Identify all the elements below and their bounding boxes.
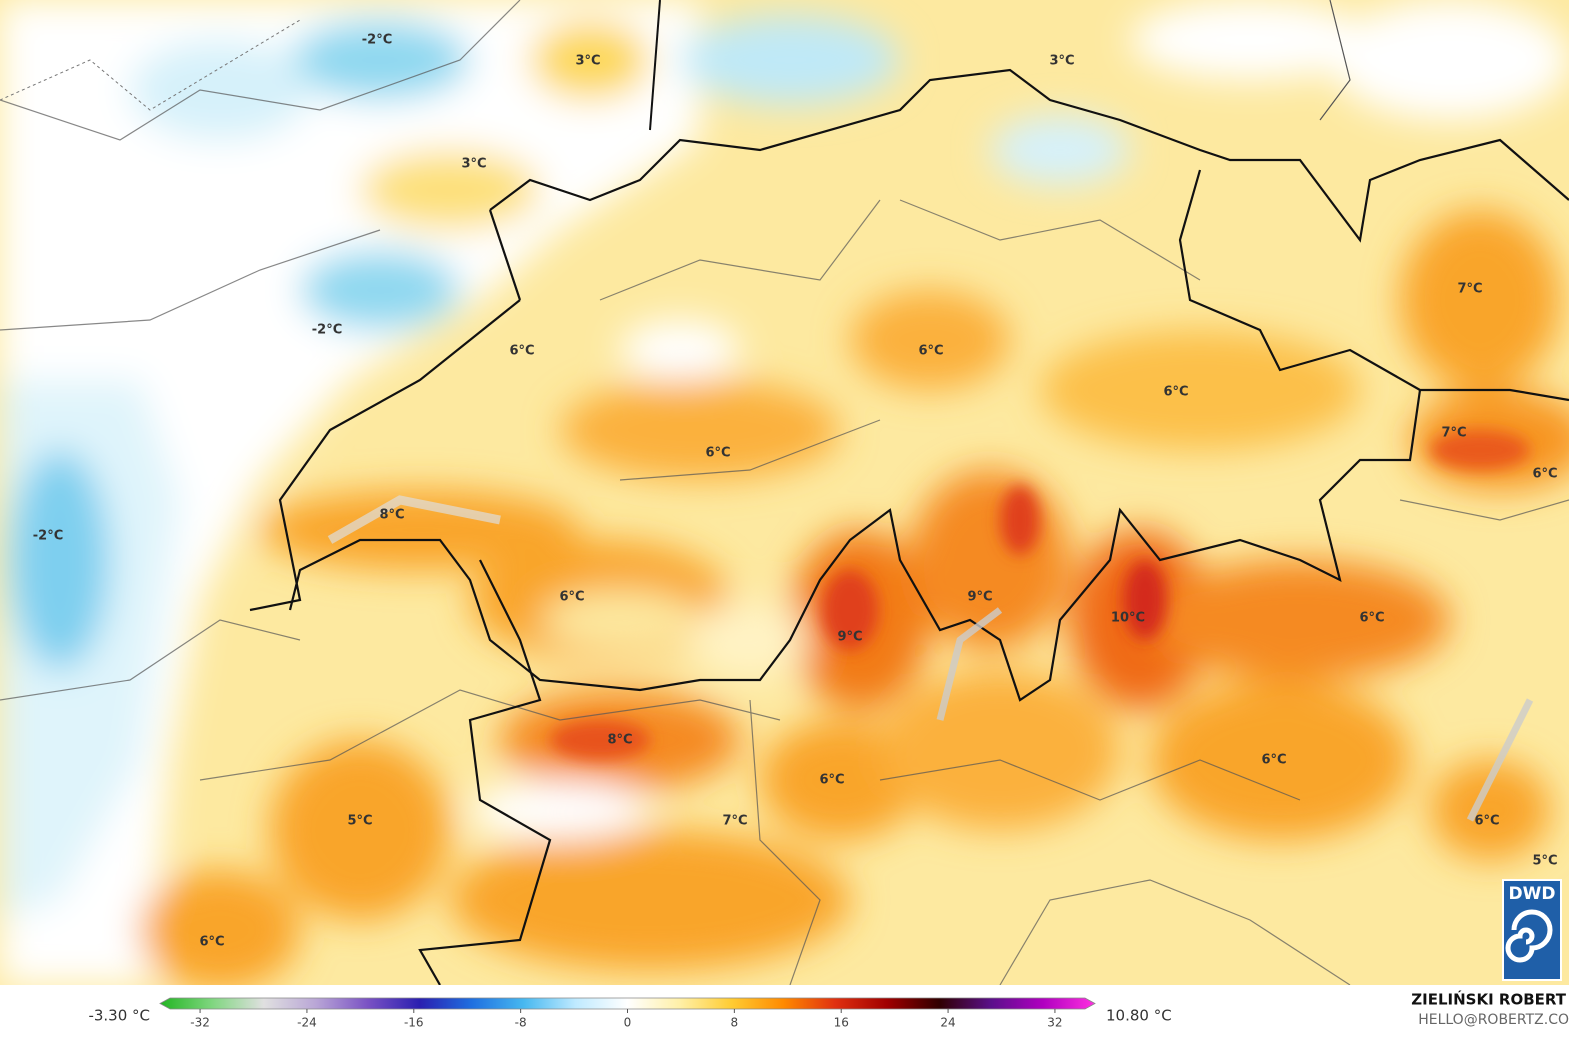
colorbar-tick-label: 24 (940, 1016, 955, 1030)
temperature-label: 9°C (967, 590, 992, 605)
temperature-label: 5°C (347, 814, 372, 829)
colorbar-tick-label: 16 (834, 1016, 849, 1030)
logo-text: DWD (1509, 884, 1556, 904)
temperature-label: 10°C (1111, 611, 1145, 626)
temperature-label: 8°C (607, 733, 632, 748)
temperature-label: 6°C (1261, 753, 1286, 768)
colorbar-tick-label: -24 (297, 1016, 317, 1030)
temperature-label: 6°C (1474, 814, 1499, 829)
temperature-label: 5°C (1532, 854, 1557, 869)
colorbar-tick-label: 0 (624, 1016, 632, 1030)
colorbar-tick-label: -8 (515, 1016, 527, 1030)
temperature-label: 3°C (1049, 54, 1074, 69)
temperature-label: -2°C (362, 33, 392, 48)
temperature-label: 6°C (1163, 385, 1188, 400)
max-label: 10.80 °C (1106, 1007, 1172, 1025)
colorbar-tick-label: 32 (1047, 1016, 1062, 1030)
colorbar-tick-label: -16 (404, 1016, 424, 1030)
temperature-label: 3°C (461, 157, 486, 172)
temperature-label: 8°C (379, 508, 404, 523)
colorbar-body (159, 997, 1096, 1010)
temperature-label: 7°C (1457, 282, 1482, 297)
colorbar: -32 -24 -16 -8 0 8 16 24 32 (159, 997, 1096, 1030)
temperature-label: 7°C (722, 814, 747, 829)
temperature-label: 7°C (1441, 426, 1466, 441)
colorbar-tick-label: 8 (731, 1016, 739, 1030)
temperature-label: 3°C (575, 54, 600, 69)
email: HELLO@ROBERTZ.CO (1418, 1012, 1569, 1028)
temperature-label: 6°C (918, 344, 943, 359)
temperature-label: 6°C (1532, 467, 1557, 482)
author: ZIELIŃSKI ROBERT (1411, 990, 1566, 1009)
temperature-label: 6°C (1359, 611, 1384, 626)
temperature-label: -2°C (33, 529, 63, 544)
temperature-label: 6°C (559, 590, 584, 605)
temperature-label: 6°C (705, 446, 730, 461)
temperature-label: -2°C (312, 323, 342, 338)
temperature-label: 6°C (509, 344, 534, 359)
colorbar-tick-label: -32 (190, 1016, 210, 1030)
temperature-label: 6°C (199, 935, 224, 950)
temperature-label: 6°C (819, 773, 844, 788)
temperature-label: 9°C (837, 630, 862, 645)
map-labels: -2°C 3°C 3°C 3°C -2°C 6°C 6°C 7°C 6°C 6°C 7°C 6°C -2… (33, 33, 1558, 950)
dwd-logo: DWD (1502, 879, 1562, 981)
temperature-field (0, 0, 1569, 985)
min-label: -3.30 °C (88, 1007, 150, 1025)
